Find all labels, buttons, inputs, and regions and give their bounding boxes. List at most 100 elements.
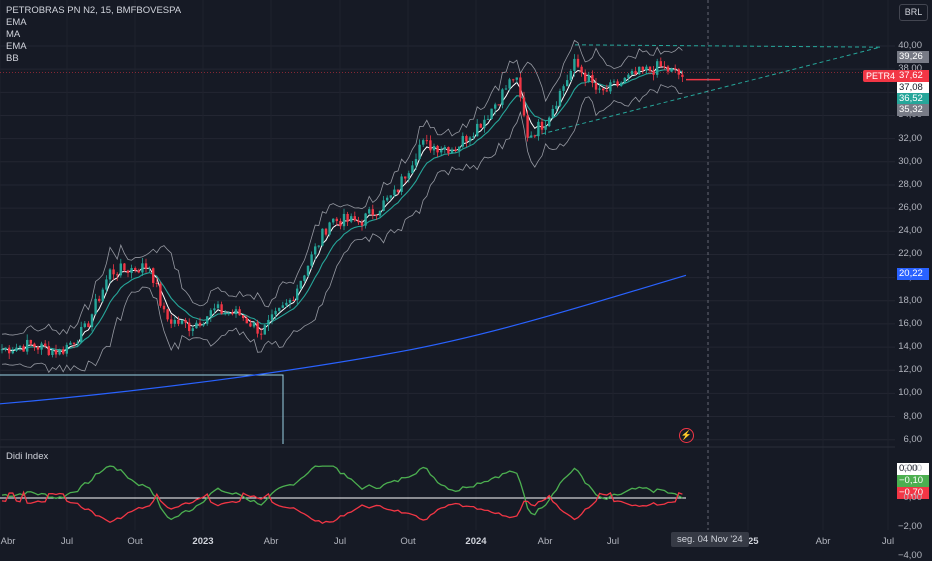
candle-body [220, 304, 223, 314]
candle-body [90, 314, 94, 328]
candle-body [468, 137, 472, 142]
candle-body [389, 195, 392, 198]
price-axis-label: 28,00 [898, 178, 922, 190]
candle-body [353, 216, 356, 221]
didi-index-lines [0, 465, 686, 525]
time-axis-label: Out [127, 536, 143, 547]
candle-body [371, 209, 374, 216]
candle-body [609, 82, 612, 92]
candle-body [299, 280, 302, 289]
candle-body [641, 66, 644, 71]
price-axis-label: 32,00 [898, 132, 922, 144]
indicator-bb-label[interactable]: BB [6, 53, 19, 64]
candle-body [44, 343, 47, 347]
candle-body [472, 136, 475, 138]
indicator-tag: 0,00 [897, 463, 929, 475]
candle-body [616, 81, 619, 86]
didi-green-line [1, 465, 683, 521]
indicator-axis-label: 0,00 [903, 492, 923, 503]
candle-body [51, 349, 54, 356]
candle-body [630, 70, 634, 75]
candle-body [198, 322, 202, 326]
price-axis-label: 22,00 [898, 248, 922, 260]
candle-body [681, 74, 684, 77]
candle-body [162, 305, 166, 310]
indicator-ema-slow-label[interactable]: EMA [6, 41, 27, 52]
time-axis-label: Jul [333, 536, 347, 547]
price-tag: 39,26 [897, 51, 929, 63]
price-tag: 37,08 [897, 82, 929, 94]
price-axis-label: 40,00 [898, 40, 922, 51]
candle-body [58, 349, 61, 355]
candle-body [209, 310, 212, 317]
lightning-icon[interactable]: ⚡ [679, 428, 694, 443]
candle-body [414, 159, 418, 166]
candle-body [83, 323, 86, 327]
indicator-axis-label: −2,00 [897, 521, 922, 532]
candle-body [278, 307, 281, 311]
candle-body [123, 263, 126, 271]
candle-body [33, 343, 36, 348]
candle-body [404, 176, 407, 179]
candle-body [551, 108, 554, 118]
candle-body [112, 269, 115, 275]
candle-body [188, 322, 191, 332]
candle-body [267, 319, 270, 326]
candle-body [598, 88, 601, 90]
support-trendline [527, 46, 881, 138]
candle-body [659, 61, 662, 67]
candle-body [173, 319, 176, 324]
candle-body [101, 289, 104, 302]
candle-body [108, 269, 112, 280]
candle-body [378, 210, 382, 216]
candlestick-series [0, 54, 684, 360]
candle-body [400, 176, 403, 193]
symbol-title[interactable]: PETROBRAS PN N2, 15, BMFBOVESPA [6, 5, 182, 16]
candle-body [87, 323, 90, 328]
candle-body [458, 146, 461, 152]
didi-index-title[interactable]: Didi Index [6, 451, 49, 462]
indicator-ema-fast-label[interactable]: EMA [6, 17, 27, 28]
candle-body [670, 68, 673, 72]
indicator-ma-label[interactable]: MA [6, 29, 21, 40]
candle-body [674, 68, 677, 70]
price-axis-label: 24,00 [898, 225, 922, 237]
candle-body [386, 197, 389, 201]
candle-body [566, 80, 569, 87]
candle-body [141, 263, 144, 273]
time-axis-label: Abr [263, 536, 279, 547]
drawings-layer[interactable] [0, 44, 895, 444]
candle-body [368, 209, 371, 214]
candle-body [116, 274, 119, 276]
time-axis-label: 2023 [192, 536, 214, 547]
candle-body [580, 66, 583, 73]
candle-body [555, 105, 558, 109]
candle-body [663, 66, 666, 68]
candle-body [638, 66, 641, 75]
price-axis-label: 8,00 [903, 410, 923, 422]
candle-body [26, 339, 29, 352]
candle-body [418, 144, 421, 160]
candle-body [544, 126, 547, 130]
candle-body [591, 75, 594, 83]
crosshair-date-label: seg. 04 Nov '24 [671, 532, 749, 547]
candle-body [436, 145, 439, 153]
currency-button[interactable]: BRL [899, 4, 928, 21]
candle-body [11, 350, 14, 354]
indicator-axis-label: −4,00 [897, 550, 922, 561]
candle-body [569, 70, 572, 81]
time-axis-label: Abr [537, 536, 553, 547]
bollinger-upper-band [1, 39, 683, 336]
price-tag: 20,22 [897, 268, 929, 280]
price-axis-label: 38,00 [898, 63, 922, 75]
candle-body [184, 320, 187, 323]
time-axis-label: 2024 [465, 536, 487, 547]
candle-body [447, 147, 450, 154]
candle-body [443, 147, 446, 150]
candle-body [159, 283, 162, 306]
candle-body [537, 121, 540, 137]
candle-body [306, 265, 310, 276]
candle-body [134, 268, 137, 271]
price-axis-label: 16,00 [898, 317, 922, 329]
